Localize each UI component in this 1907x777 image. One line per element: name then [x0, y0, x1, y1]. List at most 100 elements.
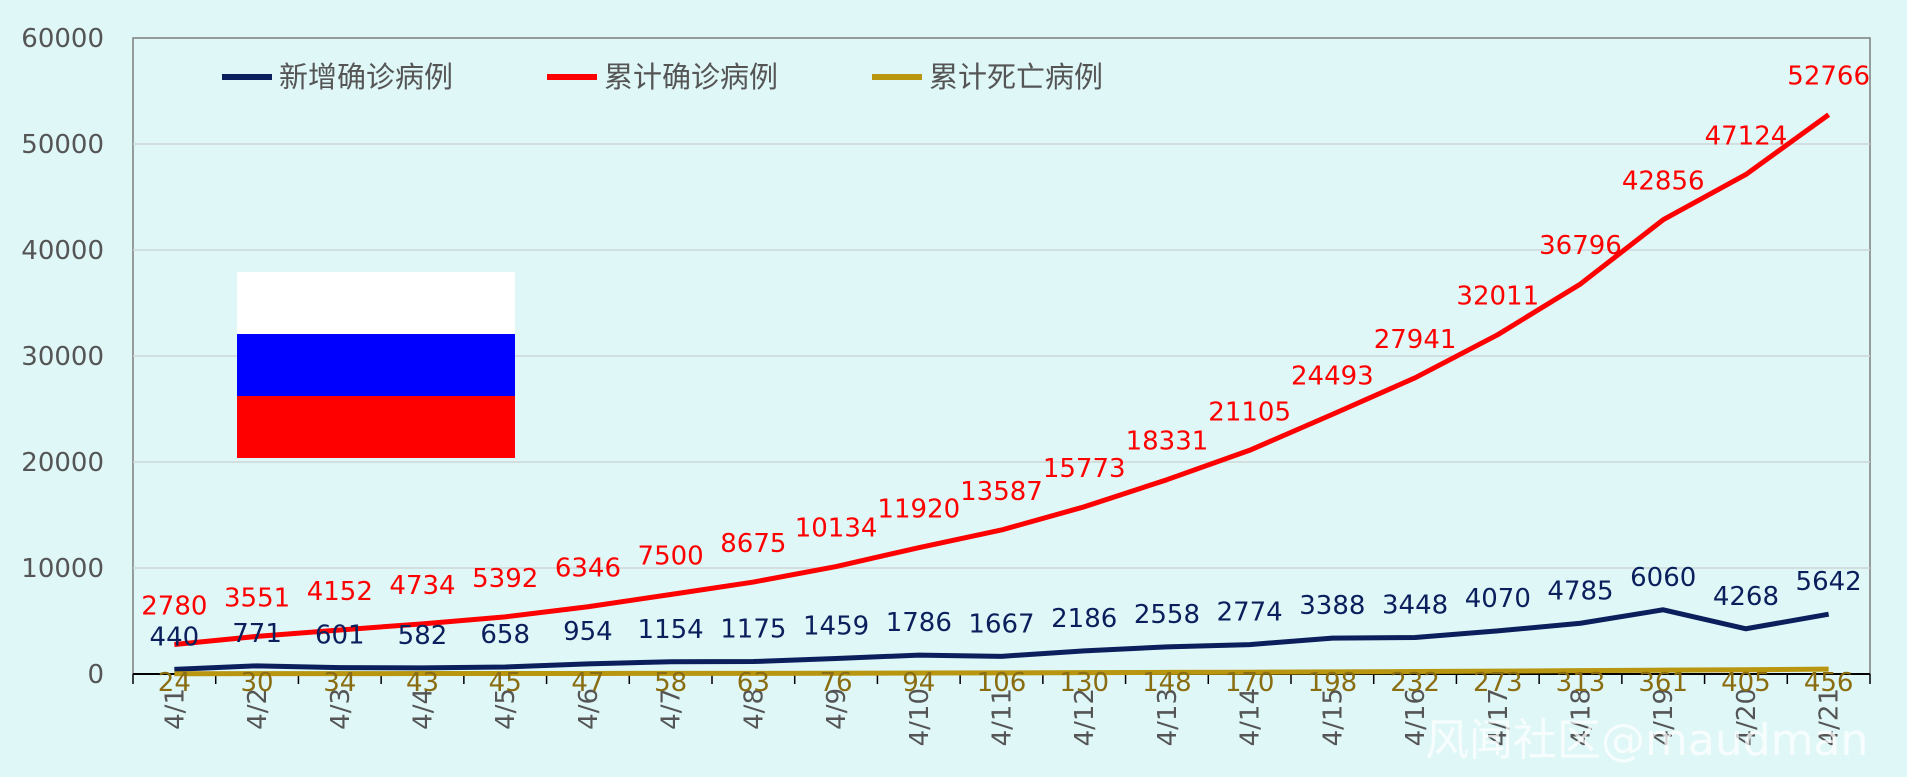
data-label: 1175 [720, 615, 786, 645]
x-tick-label: 4/19 [1649, 688, 1679, 746]
data-label: 27941 [1374, 325, 1457, 355]
data-label: 52766 [1787, 62, 1870, 92]
x-tick-label: 4/17 [1484, 688, 1514, 746]
y-tick-label: 30000 [21, 342, 104, 372]
data-label: 6060 [1630, 563, 1696, 593]
x-tick-label: 4/2 [243, 688, 273, 730]
x-tick-label: 4/16 [1401, 688, 1431, 746]
data-label: 5642 [1796, 567, 1862, 597]
data-label: 3388 [1299, 591, 1365, 621]
x-tick-label: 4/18 [1567, 688, 1597, 746]
data-label: 58 [654, 668, 687, 698]
series-line [174, 666, 1829, 677]
data-label: 3551 [224, 583, 290, 613]
series-line [174, 607, 1830, 672]
data-label: 2558 [1134, 600, 1200, 630]
legend: 新增确诊病例 累计确诊病例 累计死亡病例 [222, 60, 1103, 94]
data-label: 2774 [1217, 598, 1283, 628]
x-tick-label: 4/15 [1318, 688, 1348, 746]
x-tick-label: 4/7 [657, 688, 687, 730]
data-label: 4268 [1713, 582, 1779, 612]
data-label: 7500 [638, 542, 704, 572]
y-tick-label: 50000 [21, 130, 104, 160]
data-label: 18331 [1126, 427, 1209, 457]
data-label: 24493 [1291, 361, 1374, 391]
legend-label: 累计死亡病例 [929, 60, 1103, 94]
series-lines [174, 112, 1831, 677]
x-tick-label: 4/4 [409, 688, 439, 730]
x-tick-label: 4/9 [822, 688, 852, 730]
x-tick-label: 4/13 [1153, 688, 1183, 746]
y-tick-label: 20000 [21, 448, 104, 478]
data-label: 76 [820, 668, 853, 698]
data-label: 601 [315, 621, 365, 651]
x-tick-label: 4/21 [1815, 688, 1845, 746]
data-label: 273 [1473, 668, 1523, 698]
data-label: 4152 [307, 577, 373, 607]
data-label: 1154 [638, 615, 704, 645]
flag-stripe [237, 272, 515, 334]
data-label: 47124 [1705, 121, 1788, 151]
data-label: 313 [1556, 668, 1606, 698]
watermark: 风闻社区@maudman [1425, 715, 1869, 766]
data-label: 43 [406, 668, 439, 698]
data-label: 405 [1721, 668, 1771, 698]
data-label: 170 [1225, 668, 1275, 698]
data-labels: 440 771 601 582 658 954 1154 1175 1459 1786 1667 21… [141, 62, 1870, 698]
data-label: 4734 [389, 571, 455, 601]
data-label: 34 [323, 668, 356, 698]
data-label: 1786 [886, 608, 952, 638]
x-tick-label: 4/12 [1070, 688, 1100, 746]
data-label: 2186 [1051, 604, 1117, 634]
data-label: 24 [158, 668, 191, 698]
data-label: 658 [480, 620, 530, 650]
data-label: 4070 [1465, 584, 1531, 614]
y-tick-label: 60000 [21, 24, 104, 54]
data-label: 21105 [1208, 397, 1291, 427]
data-label: 954 [563, 617, 613, 647]
data-label: 148 [1142, 668, 1192, 698]
data-label: 63 [737, 668, 770, 698]
data-label: 106 [977, 668, 1027, 698]
data-label: 94 [902, 668, 935, 698]
x-tick-label: 4/1 [160, 688, 190, 730]
x-tick-label: 4/8 [739, 688, 769, 730]
data-label: 30 [241, 668, 274, 698]
y-tick-label: 0 [87, 660, 104, 690]
data-label: 10134 [795, 514, 878, 544]
legend-label: 累计确诊病例 [604, 60, 778, 94]
data-label: 47 [571, 668, 604, 698]
data-label: 582 [398, 621, 448, 651]
data-label: 1459 [803, 612, 869, 642]
x-tick-label: 4/20 [1732, 688, 1762, 746]
x-tick-label: 4/3 [326, 688, 356, 730]
flag-stripe [237, 334, 515, 396]
series-line [174, 112, 1831, 648]
y-tick-label: 10000 [21, 554, 104, 584]
data-label: 440 [150, 622, 200, 652]
legend-label: 新增确诊病例 [279, 60, 453, 94]
data-label: 15773 [1043, 454, 1126, 484]
data-label: 42856 [1622, 167, 1705, 197]
x-tick-label: 4/5 [491, 688, 521, 730]
data-label: 36796 [1539, 231, 1622, 261]
y-tick-label: 40000 [21, 236, 104, 266]
data-label: 11920 [877, 495, 960, 525]
data-label: 4785 [1547, 576, 1613, 606]
data-label: 45 [489, 668, 522, 698]
data-label: 361 [1638, 668, 1688, 698]
x-tick-label: 4/10 [905, 688, 935, 746]
x-tick-label: 4/14 [1236, 688, 1266, 746]
flag-stripe [237, 396, 515, 458]
data-label: 456 [1804, 668, 1854, 698]
data-label: 198 [1308, 668, 1358, 698]
data-label: 130 [1059, 668, 1109, 698]
y-axis: 0 10000 20000 30000 40000 50000 60000 [21, 24, 104, 690]
x-tick-label: 4/6 [574, 688, 604, 730]
data-label: 5392 [472, 564, 538, 594]
data-label: 6346 [555, 554, 621, 584]
data-label: 232 [1390, 668, 1440, 698]
data-label: 32011 [1456, 282, 1539, 312]
russia-flag-icon [237, 272, 515, 458]
